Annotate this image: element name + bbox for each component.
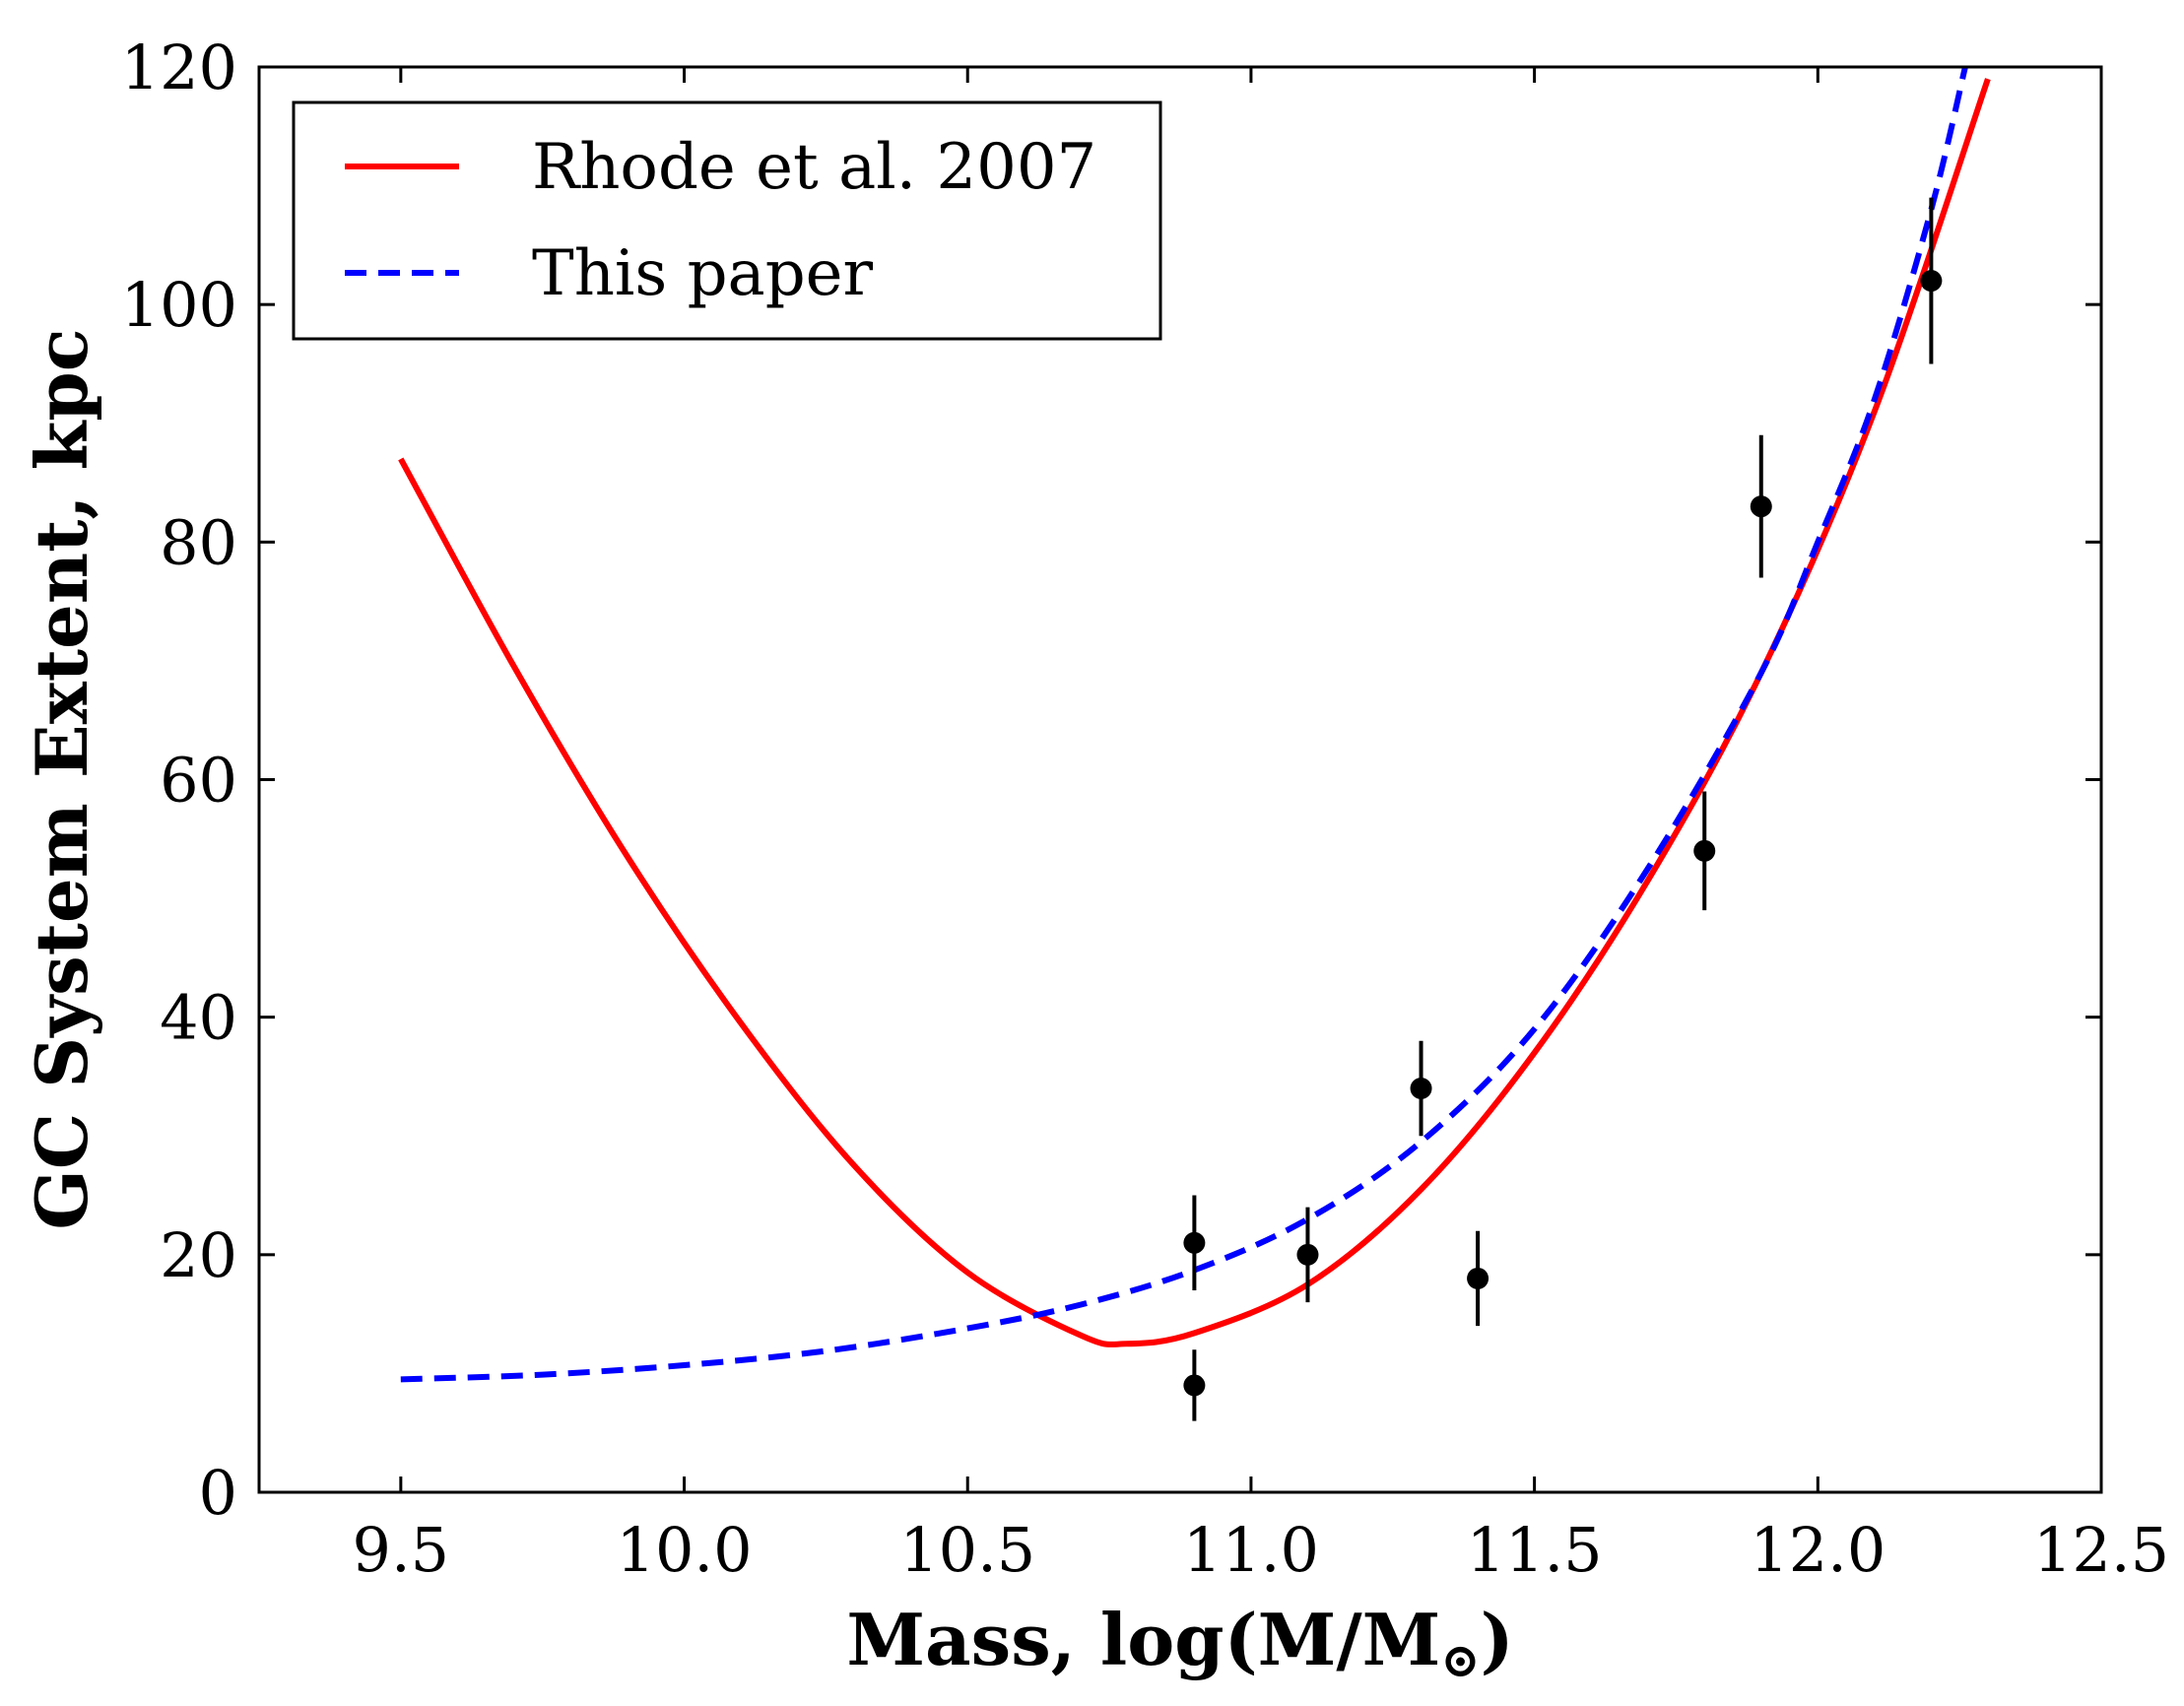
x-tick-label: 10.5 bbox=[899, 1514, 1035, 1586]
y-tick-label: 20 bbox=[160, 1219, 237, 1291]
x-tick-label: 12.0 bbox=[1750, 1514, 1886, 1586]
x-tick-label: 11.0 bbox=[1183, 1514, 1319, 1586]
x-axis-label-close: ) bbox=[1481, 1598, 1514, 1681]
ticks-layer: 9.5 10.0 10.5 11.0 11.5 12.0 12.5 0 20 40 60 80 100 1… bbox=[121, 32, 2169, 1586]
y-tick-label: 60 bbox=[160, 745, 237, 817]
x-tick-label: 12.5 bbox=[2033, 1514, 2169, 1586]
data-point bbox=[1920, 270, 1943, 293]
legend-label-this-paper: This paper bbox=[532, 237, 874, 310]
x-tick-label: 9.5 bbox=[353, 1514, 450, 1586]
data-point bbox=[1183, 1231, 1206, 1254]
x-axis-label-sub: ⊙ bbox=[1440, 1633, 1480, 1688]
data-point bbox=[1296, 1243, 1319, 1266]
y-tick-label: 120 bbox=[121, 32, 237, 103]
points-layer bbox=[1183, 197, 1943, 1421]
y-tick-label: 100 bbox=[121, 269, 237, 341]
legend: Rhode et al. 2007 This paper bbox=[292, 100, 1162, 341]
y-tick-label: 80 bbox=[160, 506, 237, 578]
data-point bbox=[1750, 495, 1772, 518]
y-axis-label: GC System Extent, kpc bbox=[20, 328, 103, 1229]
y-tick-label: 40 bbox=[160, 982, 237, 1054]
x-tick-label: 10.0 bbox=[617, 1514, 753, 1586]
plot-frame bbox=[257, 65, 2103, 1494]
legend-box bbox=[292, 100, 1162, 341]
data-point bbox=[1410, 1078, 1432, 1100]
data-point bbox=[1183, 1374, 1206, 1397]
x-tick-label: 11.5 bbox=[1467, 1514, 1603, 1586]
x-axis-label: Mass, log(M/M⊙) bbox=[846, 1598, 1513, 1688]
y-tick-label: 0 bbox=[199, 1457, 237, 1529]
series-layer bbox=[398, 66, 1991, 1383]
data-point bbox=[1467, 1267, 1489, 1289]
legend-label-rhode: Rhode et al. 2007 bbox=[532, 131, 1096, 204]
data-point bbox=[1693, 839, 1716, 862]
series-line-this-paper bbox=[400, 66, 1968, 1383]
